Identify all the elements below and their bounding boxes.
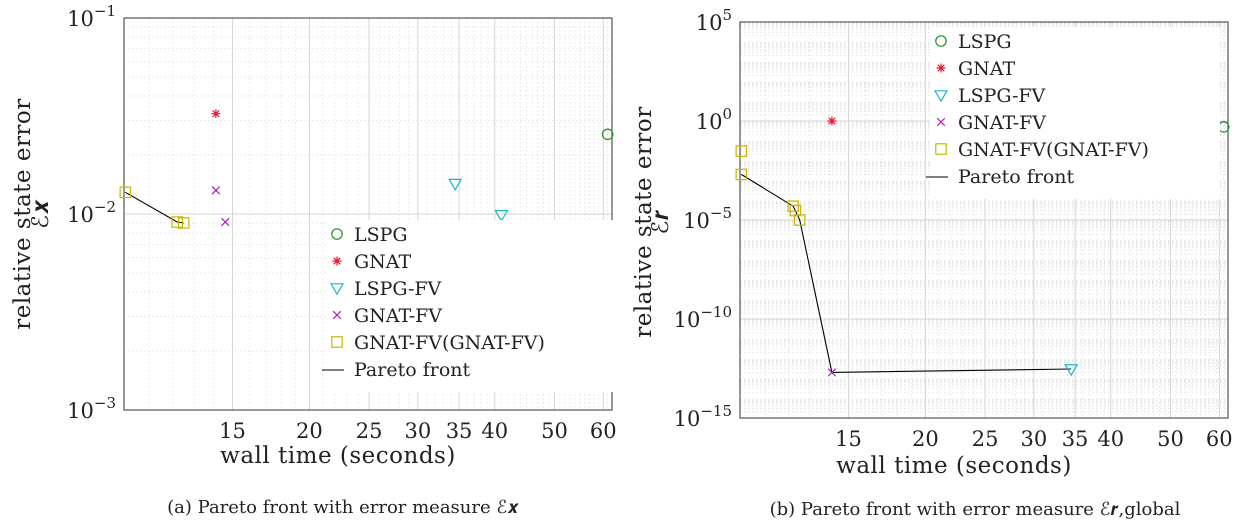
data-point-gnat-fv [220, 217, 230, 227]
data-point-gnat-fv-gnat-fv- [735, 168, 748, 181]
legend-marker [936, 63, 946, 73]
legend-marker [332, 256, 342, 266]
x-tick-label: 50 [1157, 427, 1184, 451]
chart-panel-a: 15 20 25 30 35 40 50 60 10−3 10−2 10−1 wall time (s… [10, 2, 617, 518]
data-point-gnat-fv-gnat-fv- [789, 204, 802, 217]
data-point-gnat-fv [211, 186, 221, 195]
x-tick-label: 35 [446, 419, 473, 443]
y-axis-label: relative state error [10, 98, 36, 330]
x-tick-label: 30 [1020, 427, 1047, 451]
legend-box [326, 220, 616, 392]
legend-label: GNAT-FV [958, 112, 1046, 134]
legend-label: LSPG [354, 224, 408, 246]
x-tick-label: 20 [296, 419, 323, 443]
x-tick-label: 60 [1206, 427, 1233, 451]
x-tick-label: 15 [219, 419, 246, 443]
plot-frame [739, 21, 1229, 419]
x-tick-label: 40 [481, 419, 508, 443]
data-point-lspg-fv [1064, 364, 1079, 377]
y-tick-label: 10−1 [67, 2, 116, 31]
data-point-lspg-fv [494, 210, 509, 223]
legend-marker [331, 228, 343, 240]
legend-label: GNAT-FV [354, 305, 442, 327]
x-axis-label: wall time (seconds) [220, 443, 456, 469]
legend-label: Pareto front [354, 359, 470, 381]
legend-label: GNAT-FV(GNAT-FV) [958, 139, 1149, 161]
legend-marker [935, 35, 947, 47]
y-tick-label: 10−10 [674, 303, 732, 332]
x-tick-label: 35 [1062, 427, 1089, 451]
y-tick-label: 100 [696, 105, 732, 134]
legend-label: GNAT [354, 251, 411, 273]
legend-marker [329, 283, 345, 296]
x-tick-label: 30 [404, 419, 431, 443]
data-point-gnat-fv-gnat-fv- [177, 217, 190, 229]
legend-label: GNAT-FV(GNAT-FV) [354, 332, 545, 354]
y-tick-label: 10−15 [674, 402, 732, 431]
y-axis-symbol: ℰ𝒓 [648, 209, 674, 234]
legend-marker [332, 310, 342, 320]
x-tick-label: 50 [541, 419, 568, 443]
legend-marker [933, 90, 949, 103]
x-tick-label: 20 [912, 427, 939, 451]
x-tick-label: 25 [972, 427, 999, 451]
data-point-gnat [827, 116, 837, 126]
y-axis-label: relative state error [631, 106, 657, 338]
y-tick-label: 10−2 [67, 198, 116, 227]
x-tick-label: 15 [835, 427, 862, 451]
y-tick-label: 10−3 [67, 394, 116, 423]
x-tick-label: 60 [590, 419, 617, 443]
data-point-gnat-fv-gnat-fv- [793, 214, 806, 226]
legend-box [930, 27, 1220, 199]
pareto-front-line [741, 173, 1072, 373]
data-point-gnat-fv-gnat-fv- [735, 145, 748, 157]
data-point-gnat-fv [827, 368, 837, 377]
data-point-gnat-fv-gnat-fv- [119, 186, 132, 199]
y-tick-label: 10−5 [683, 204, 732, 233]
legend-label: Pareto front [958, 166, 1074, 188]
data-point-gnat-fv-gnat-fv- [171, 216, 183, 228]
chart-panel-b: 15 20 25 30 35 40 50 60 10−15 10−10 10−5 100 105 wall… [631, 6, 1233, 520]
pareto-front-line [125, 191, 184, 224]
x-axis-label: wall time (seconds) [836, 453, 1072, 479]
figure-caption: (a) Pareto front with error measure ℰ𝒙 [167, 497, 519, 518]
legend-label: LSPG [958, 31, 1012, 53]
figure-caption: (b) Pareto front with error measure ℰ𝒓,g… [770, 499, 1181, 520]
y-axis-symbol: ℰ𝒙 [28, 199, 54, 229]
legend-label: LSPG-FV [354, 278, 442, 300]
legend-label: LSPG-FV [958, 85, 1046, 107]
data-point-gnat-fv-gnat-fv- [787, 200, 799, 212]
legend-marker [935, 143, 947, 155]
y-tick-label: 105 [696, 6, 732, 35]
plot-frame [123, 17, 613, 411]
legend: LSPG GNAT LSPG-FV GNAT-FV GNAT-FV(GNAT-FV) Pa… [322, 220, 616, 392]
data-point-lspg-fv [448, 178, 463, 191]
legend-label: GNAT [958, 58, 1015, 80]
legend-marker [936, 117, 946, 127]
data-point-lspg [601, 128, 614, 141]
x-tick-label: 25 [356, 419, 383, 443]
x-tick-label: 40 [1097, 427, 1124, 451]
data-point-gnat [211, 109, 221, 119]
grid [123, 17, 613, 411]
legend: LSPG GNAT LSPG-FV GNAT-FV GNAT-FV(GNAT-FV) Pa… [926, 27, 1220, 199]
legend-marker [331, 336, 343, 348]
